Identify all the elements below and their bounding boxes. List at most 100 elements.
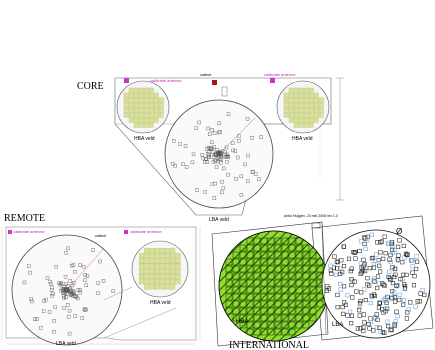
lba-antenna <box>33 317 37 321</box>
lba-antenna <box>392 322 397 327</box>
hba-tile <box>246 279 254 287</box>
hba-tile <box>170 273 176 280</box>
hba-tile <box>288 251 296 259</box>
lba-antenna <box>217 121 221 125</box>
lba-antenna <box>358 298 363 304</box>
lba-antenna <box>181 162 185 166</box>
lba-antenna <box>83 273 87 277</box>
hba-tile <box>138 258 145 264</box>
hba-tile <box>281 300 289 308</box>
hba-tile <box>316 258 324 266</box>
lba-antenna <box>408 300 413 305</box>
hba-tile <box>274 279 282 287</box>
lba-antenna <box>404 253 409 258</box>
lba-antenna <box>239 174 244 179</box>
hba-tile <box>246 237 254 245</box>
hba-tile <box>239 286 247 294</box>
hba-tile <box>288 300 296 308</box>
hba-tile <box>143 122 149 128</box>
hba-tile <box>267 272 275 280</box>
lba-antenna <box>410 258 415 263</box>
hba-tile <box>143 102 149 108</box>
lba-antenna <box>361 325 366 330</box>
hba-tile <box>159 284 165 290</box>
hba-tile <box>148 117 154 123</box>
lba-antenna <box>81 264 86 269</box>
hba-tile <box>138 279 145 285</box>
hba-tile <box>308 117 314 123</box>
hba-tile <box>293 102 299 108</box>
hba-tile <box>274 244 282 252</box>
remote-calibration-antenna-right <box>124 230 128 234</box>
lba-antenna <box>365 238 370 243</box>
hba-tile <box>232 279 240 287</box>
lba-antenna <box>422 292 427 297</box>
lba-antenna <box>27 264 31 268</box>
lba-antenna <box>221 166 226 171</box>
lba-antenna <box>380 330 385 335</box>
hba-tile <box>154 284 160 290</box>
lba-antenna <box>49 282 53 286</box>
hba-tile <box>288 321 296 329</box>
hba-tile <box>253 244 261 252</box>
lba-antenna <box>61 287 66 292</box>
lba-antenna <box>51 291 55 296</box>
hba-tile <box>133 97 139 103</box>
hba-tile <box>260 314 268 322</box>
hba-tile <box>281 321 289 329</box>
hba-tile <box>267 237 275 245</box>
lba-antenna <box>226 172 230 177</box>
hba-tile <box>149 253 155 259</box>
lba-antenna <box>353 250 358 255</box>
lba-antenna <box>341 244 347 249</box>
lba-antenna <box>91 248 95 252</box>
hba-tile <box>253 314 261 322</box>
lba-antenna <box>328 268 333 273</box>
lba-antenna <box>98 259 102 264</box>
hba-tile <box>253 293 261 301</box>
lba-antenna <box>68 279 72 283</box>
hba-tile <box>295 251 303 259</box>
hba-tile <box>309 314 317 322</box>
hba-tile <box>153 92 159 98</box>
hba-tile <box>225 279 233 287</box>
hba-tile <box>303 112 309 118</box>
hba-tile <box>149 247 155 254</box>
core-hba-left-label: HBA veld <box>134 136 155 142</box>
lba-antenna <box>66 289 70 293</box>
lba-antenna <box>212 196 217 200</box>
hba-tile <box>293 117 299 123</box>
hba-tile <box>143 92 149 98</box>
lba-antenna <box>80 316 85 320</box>
lba-antenna <box>209 155 213 159</box>
hba-tile <box>288 293 296 301</box>
hba-tile <box>302 300 310 308</box>
hba-tile <box>281 307 289 315</box>
lba-antenna <box>328 263 333 268</box>
hba-tile <box>309 258 317 266</box>
hba-tile <box>274 237 282 245</box>
hba-tile <box>143 87 149 93</box>
lba-antenna <box>332 254 337 259</box>
lba-antenna <box>35 317 39 321</box>
lba-antenna <box>393 319 398 324</box>
lba-antenna <box>368 320 374 325</box>
lba-antenna <box>369 294 375 299</box>
hba-tile <box>225 272 233 280</box>
remote-calibration-antenna-left <box>8 230 12 234</box>
hba-tile <box>274 321 282 329</box>
hba-tile <box>246 307 254 315</box>
hba-tile <box>302 272 310 280</box>
hba-tile <box>154 268 160 274</box>
hba-tile <box>260 258 268 266</box>
hba-tile <box>246 293 254 301</box>
hba-tile <box>318 112 324 118</box>
international-header-note: Antoi Huijgen, 23 mei 2008 rev 1.0 <box>284 214 338 218</box>
lba-antenna <box>396 258 401 263</box>
hba-tile <box>267 321 275 329</box>
lba-antenna <box>338 287 343 292</box>
lba-antenna <box>194 126 199 130</box>
lba-antenna <box>49 288 54 293</box>
lba-antenna <box>53 305 57 310</box>
hba-tile <box>288 258 296 266</box>
